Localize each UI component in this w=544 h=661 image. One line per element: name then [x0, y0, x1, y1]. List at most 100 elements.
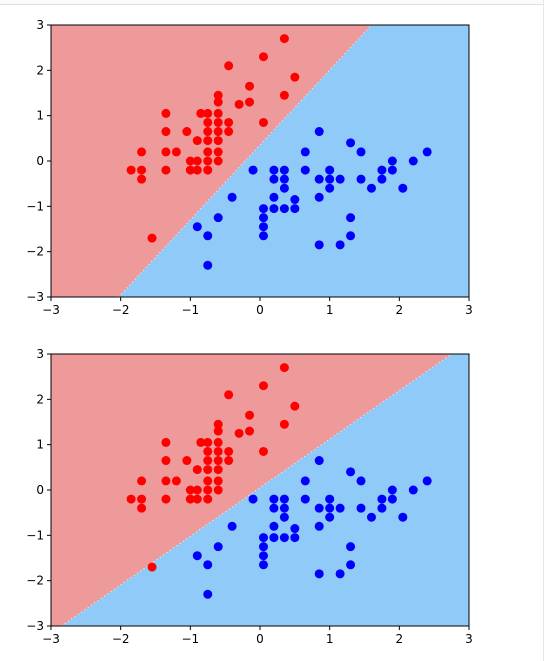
scatter-point-class-a [185, 485, 195, 495]
scatter-point-class-b [325, 165, 335, 175]
scatter-point-class-a [161, 476, 171, 486]
scatter-point-class-a [171, 147, 181, 157]
scatter-point-class-a [182, 127, 192, 137]
scatter-point-class-a [203, 165, 213, 175]
y-tick-label: −3 [26, 290, 44, 304]
y-tick-label: 1 [36, 438, 44, 452]
scatter-point-class-b [279, 183, 289, 193]
scatter-point-class-a [203, 485, 213, 495]
x-tick-label: 2 [396, 303, 404, 317]
scatter-point-class-b [335, 569, 345, 579]
scatter-point-class-a [213, 117, 223, 127]
y-tick-label: 0 [36, 483, 44, 497]
scatter-point-class-b [300, 147, 310, 157]
scatter-point-class-b [269, 533, 279, 543]
scatter-point-class-a [203, 476, 213, 486]
x-tick-label: 0 [256, 632, 264, 646]
scatter-point-class-a [245, 426, 255, 436]
scatter-point-class-b [335, 240, 345, 250]
scatter-point-class-a [213, 108, 223, 118]
scatter-point-class-a [258, 52, 268, 62]
scatter-point-class-a [203, 465, 213, 475]
scatter-point-class-b [356, 174, 366, 184]
y-tick-label: −2 [26, 245, 44, 259]
scatter-point-class-a [203, 127, 213, 137]
y-tick-label: 1 [36, 109, 44, 123]
scatter-point-class-b [227, 192, 237, 202]
scatter-point-class-a [182, 456, 192, 466]
scatter-point-class-b [346, 138, 356, 148]
scatter-point-class-a [196, 437, 206, 447]
scatter-point-class-b [314, 192, 324, 202]
scatter-point-class-b [227, 521, 237, 531]
scatter-point-class-a [234, 99, 244, 109]
scatter-point-class-b [314, 569, 324, 579]
scatter-point-class-a [224, 61, 234, 71]
scatter-point-class-a [224, 390, 234, 400]
scatter-point-class-a [213, 446, 223, 456]
scatter-point-class-b [325, 512, 335, 522]
scatter-point-class-a [213, 426, 223, 436]
scatter-point-class-b [258, 551, 268, 561]
scatter-point-class-b [325, 183, 335, 193]
scatter-point-class-b [213, 213, 223, 223]
scatter-point-class-a [161, 147, 171, 157]
scatter-point-class-a [171, 476, 181, 486]
scatter-point-class-a [161, 437, 171, 447]
scatter-point-class-a [203, 456, 213, 466]
scatter-point-class-b [192, 551, 202, 561]
y-tick-label: 0 [36, 154, 44, 168]
scatter-point-class-b [408, 156, 418, 166]
scatter-point-class-b [300, 476, 310, 486]
x-tick-label: 2 [396, 632, 404, 646]
scatter-point-class-a [137, 165, 147, 175]
scatter-point-class-b [279, 533, 289, 543]
scatter-point-class-b [258, 533, 268, 543]
scatter-point-class-a [213, 456, 223, 466]
scatter-point-class-a [192, 165, 202, 175]
scatter-point-class-a [203, 446, 213, 456]
x-tick-label: −3 [42, 303, 60, 317]
scatter-point-class-b [203, 589, 213, 599]
scatter-point-class-b [314, 503, 324, 513]
y-tick-label: 2 [36, 392, 44, 406]
scatter-point-class-a [224, 456, 234, 466]
scatter-point-class-b [300, 165, 310, 175]
scatter-point-class-b [248, 494, 258, 504]
x-tick-label: −2 [112, 632, 130, 646]
scatter-point-class-a [203, 494, 213, 504]
scatter-point-class-a [213, 136, 223, 146]
scatter-point-class-b [258, 204, 268, 214]
scatter-point-class-b [314, 240, 324, 250]
plot-panel-2: −3 −2 −1 0 1 2 3 −3 −2 −1 0 1 2 3 [26, 347, 473, 646]
y-tick-label: −1 [26, 528, 44, 542]
region-a-area [51, 354, 452, 626]
scatter-point-class-a [245, 410, 255, 420]
scatter-point-class-a [279, 90, 289, 100]
scatter-point-class-a [203, 108, 213, 118]
scatter-point-class-b [258, 222, 268, 232]
scatter-point-class-b [422, 476, 432, 486]
x-tick-label: 3 [465, 632, 473, 646]
y-tick-label: 3 [36, 347, 44, 361]
scatter-point-class-a [161, 494, 171, 504]
scatter-point-class-a [279, 419, 289, 429]
scatter-point-class-b [346, 231, 356, 241]
scatter-point-class-b [398, 512, 408, 522]
scatter-point-class-a [203, 117, 213, 127]
scatter-point-class-b [269, 165, 279, 175]
scatter-point-class-b [213, 542, 223, 552]
scatter-point-class-a [126, 165, 136, 175]
scatter-point-class-a [258, 381, 268, 391]
scatter-point-class-a [279, 34, 289, 44]
scatter-point-class-a [126, 494, 136, 504]
scatter-point-class-b [377, 503, 387, 513]
scatter-point-class-a [137, 174, 147, 184]
scatter-point-class-b [387, 156, 397, 166]
scatter-point-class-a [224, 117, 234, 127]
notebook-cell-top-border [0, 0, 544, 5]
scatter-point-class-a [192, 465, 202, 475]
scatter-point-class-a [213, 97, 223, 107]
scatter-point-class-b [356, 476, 366, 486]
x-tick-label: −2 [112, 303, 130, 317]
